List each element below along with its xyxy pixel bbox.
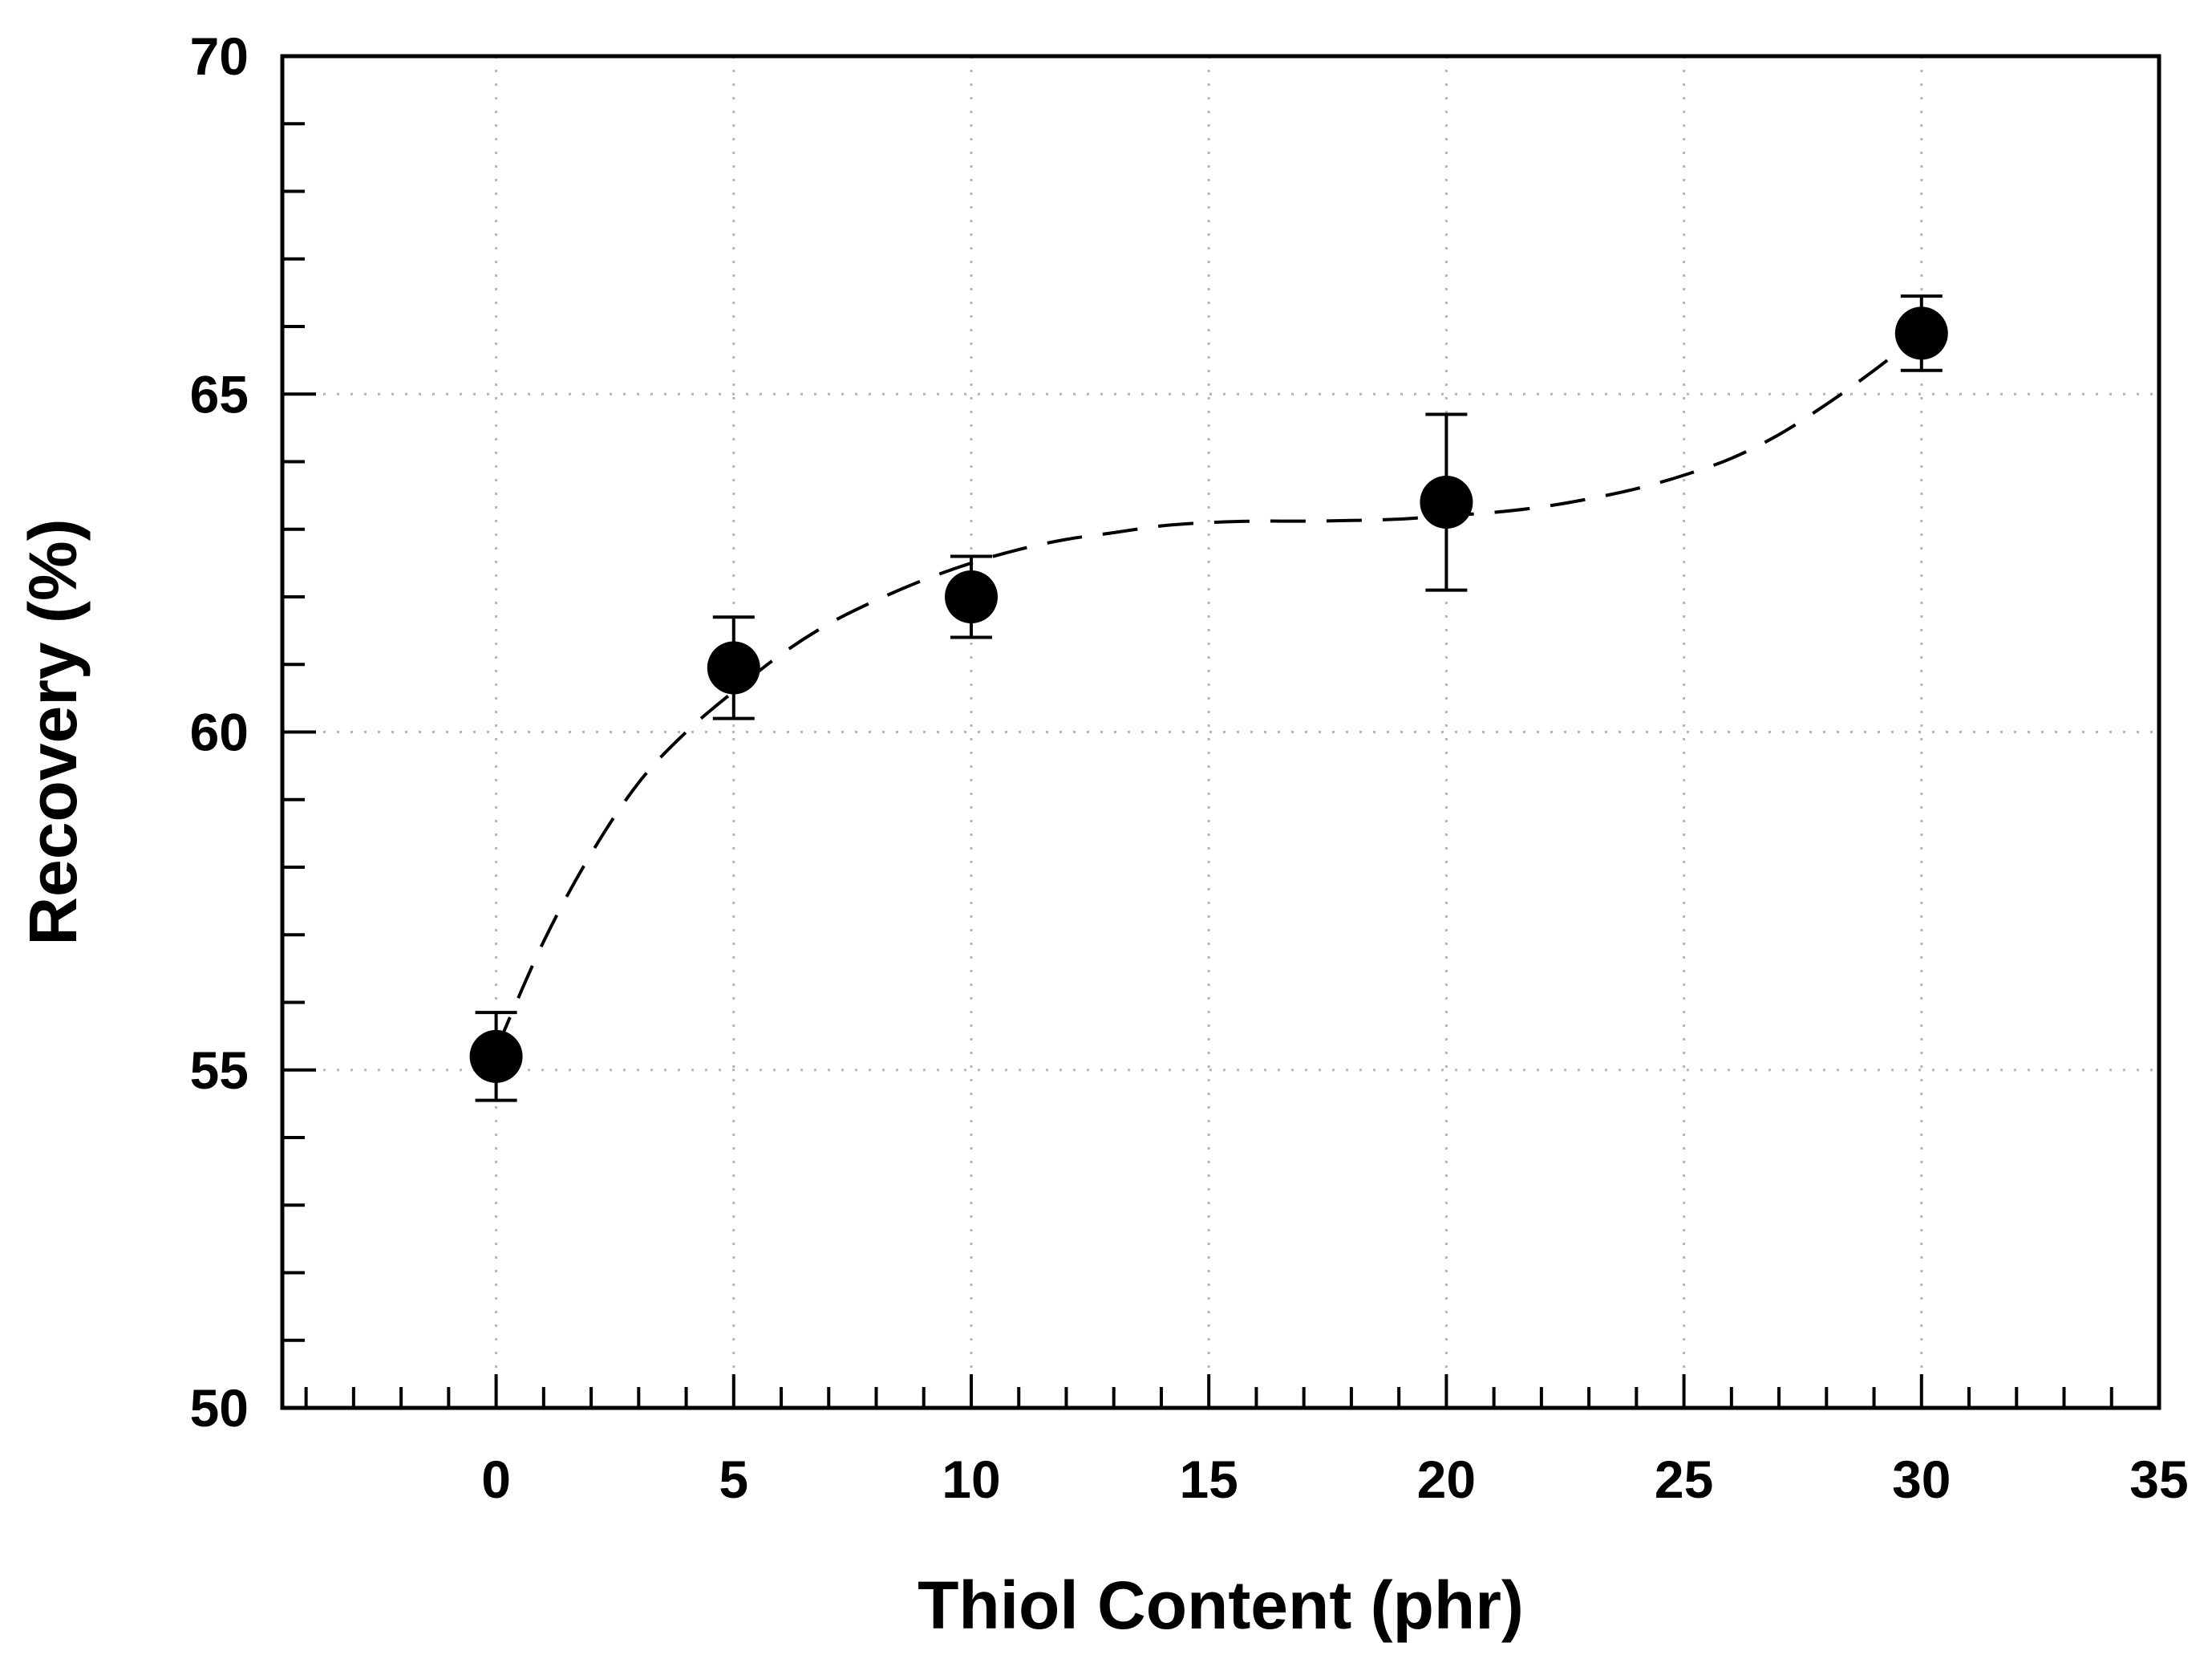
data-point xyxy=(944,570,998,623)
y-tick-labels: 50 55 60 65 70 xyxy=(190,26,249,1438)
y-tick-label: 60 xyxy=(190,703,249,762)
trend-line-group xyxy=(494,331,1923,1051)
x-tick-label: 30 xyxy=(1892,1450,1951,1509)
x-tick-label: 15 xyxy=(1179,1450,1238,1509)
x-tick-label: 0 xyxy=(481,1450,511,1509)
x-tick-label: 35 xyxy=(2129,1450,2188,1509)
axis-ticks xyxy=(282,55,2161,1409)
data-point xyxy=(469,1029,523,1083)
x-axis-title: Thiol Content (phr) xyxy=(918,1568,1524,1643)
trend-line xyxy=(494,331,1923,1051)
grid-lines xyxy=(282,56,2159,1408)
x-tick-label: 10 xyxy=(942,1450,1000,1509)
data-point xyxy=(1894,306,1948,360)
x-tick-label: 5 xyxy=(719,1450,748,1509)
data-points xyxy=(469,306,1948,1083)
x-tick-label: 25 xyxy=(1655,1450,1713,1509)
x-tick-labels: 0 5 10 15 20 25 30 35 xyxy=(481,1450,2188,1509)
data-point xyxy=(707,641,760,695)
y-axis-title: Recovery (%) xyxy=(15,518,91,945)
y-tick-label: 50 xyxy=(190,1378,249,1438)
y-tick-label: 55 xyxy=(190,1040,249,1100)
y-tick-label: 70 xyxy=(190,26,249,86)
x-tick-label: 20 xyxy=(1417,1450,1476,1509)
data-point xyxy=(1420,476,1473,529)
y-tick-label: 65 xyxy=(190,364,249,424)
